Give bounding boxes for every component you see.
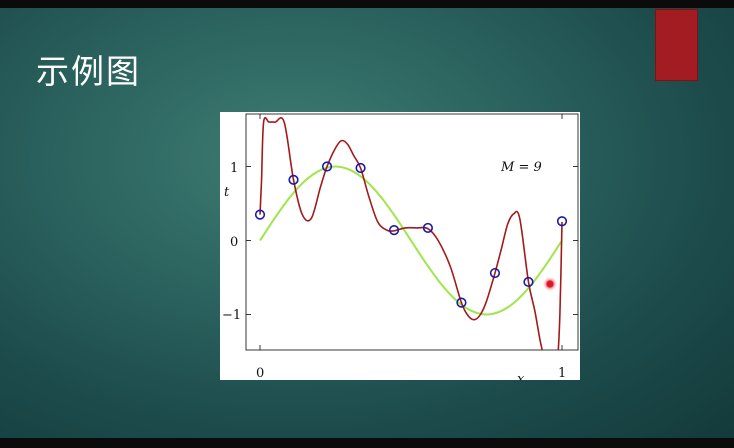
data-point	[288, 174, 299, 185]
x-tick-label-0: 0	[256, 366, 264, 380]
plot-frame	[245, 113, 579, 351]
data-point	[321, 161, 333, 172]
y-tick-label-0: 0	[230, 235, 238, 250]
polynomial-fit-line	[259, 116, 563, 350]
x-tick-label-1: 1	[558, 366, 566, 380]
data-point	[254, 209, 266, 220]
x-axis-label: x	[517, 372, 525, 380]
data-point	[355, 162, 366, 174]
data-point	[388, 225, 400, 236]
accent-block	[655, 9, 698, 81]
data-point	[523, 276, 534, 288]
data-point	[556, 216, 568, 227]
y-tick-label-neg1: −1	[222, 308, 241, 323]
model-order-annotation: M = 9	[500, 160, 542, 175]
true-curve-line	[259, 165, 563, 316]
y-axis-label: t	[224, 185, 230, 200]
data-point	[489, 267, 501, 279]
chart-figure: M = 9 t x 0 1 1 0 −1	[220, 112, 580, 387]
data-point	[422, 222, 434, 234]
axis-ticks	[246, 114, 578, 350]
presentation-slide: 示例图 M = 9 t x 0 1 1 0 −1	[0, 8, 734, 438]
y-tick-label-1: 1	[230, 161, 238, 176]
laser-pointer-dot	[543, 277, 557, 291]
data-points	[254, 161, 568, 308]
slide-title: 示例图	[36, 52, 141, 91]
data-point	[456, 297, 467, 308]
chart-svg: M = 9 t x 0 1 1 0 −1	[222, 113, 579, 387]
